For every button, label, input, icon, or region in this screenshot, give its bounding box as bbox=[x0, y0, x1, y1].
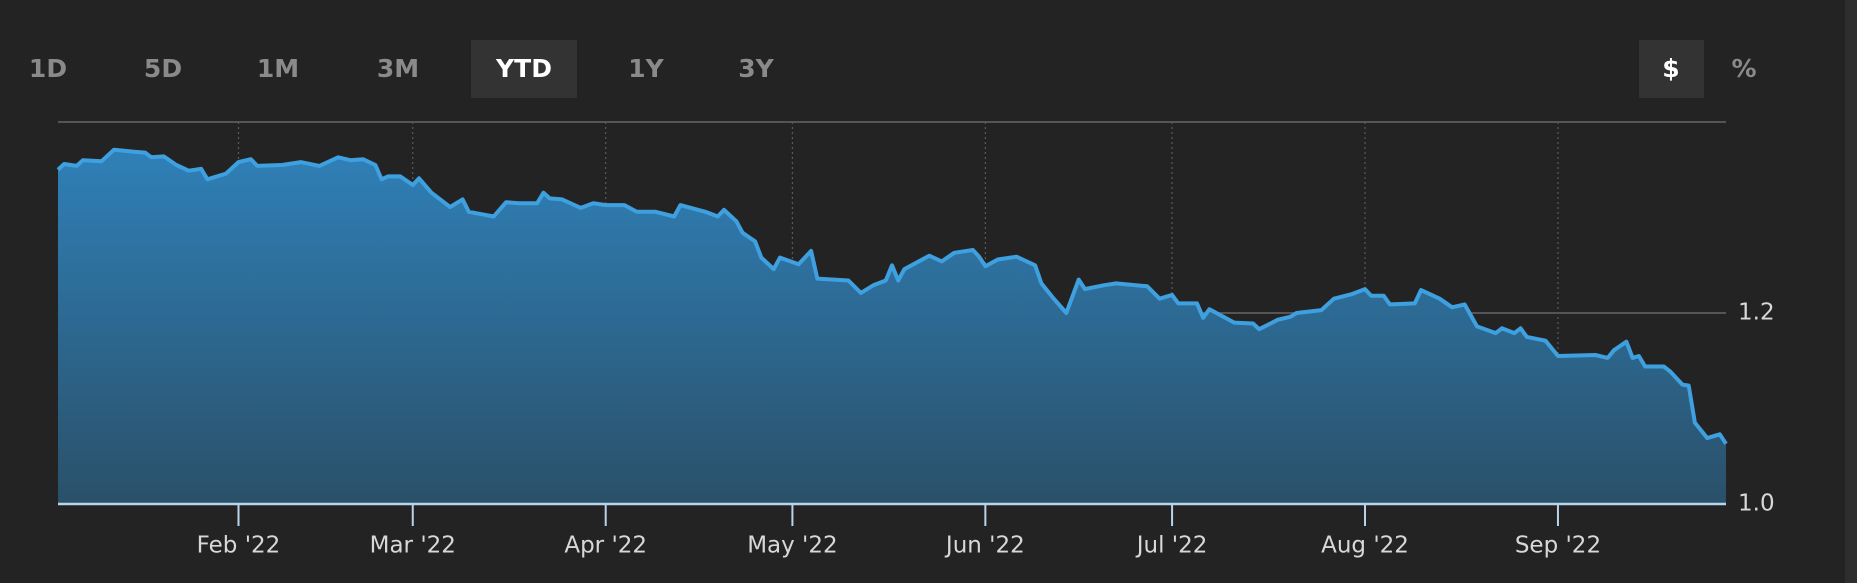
x-tick-label: Sep '22 bbox=[1515, 533, 1601, 559]
x-tick-label: May '22 bbox=[747, 533, 837, 559]
x-tick-label: Aug '22 bbox=[1321, 533, 1409, 559]
area-line bbox=[56, 147, 1728, 445]
range-button-bg bbox=[471, 40, 577, 98]
area-fill bbox=[58, 149, 1726, 504]
x-tick-label: Mar '22 bbox=[370, 533, 456, 559]
x-tick-label: Jun '22 bbox=[944, 533, 1025, 559]
y-tick-label: 1.0 bbox=[1738, 491, 1775, 517]
x-tick-label: Apr '22 bbox=[564, 533, 647, 559]
range-button[interactable]: 3M bbox=[377, 54, 419, 83]
unit-button-bg bbox=[1639, 40, 1704, 98]
x-tick-label: Feb '22 bbox=[197, 533, 281, 559]
range-button[interactable]: YTD bbox=[495, 54, 552, 83]
range-button[interactable]: 1Y bbox=[628, 54, 664, 83]
range-button[interactable]: 5D bbox=[144, 54, 182, 83]
unit-button[interactable]: % bbox=[1731, 54, 1756, 83]
edge bbox=[1845, 0, 1857, 583]
range-button[interactable]: 3Y bbox=[738, 54, 774, 83]
unit-button[interactable]: $ bbox=[1662, 54, 1679, 83]
y-tick-label: 1.2 bbox=[1738, 300, 1775, 326]
x-tick-label: Jul '22 bbox=[1135, 533, 1208, 559]
controls: 1D 5D 1M 3M YTD 1Y 3Y $% bbox=[29, 40, 1757, 98]
plot: Feb '22 Mar '22 Apr '22 May '22 Jun '22 Jul '… bbox=[56, 121, 1775, 559]
range-button[interactable]: 1D bbox=[29, 54, 67, 83]
range-button[interactable]: 1M bbox=[257, 54, 299, 83]
